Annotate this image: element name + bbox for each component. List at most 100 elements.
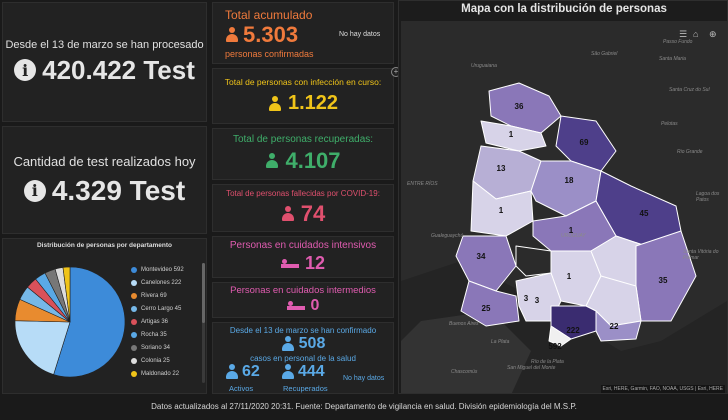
legend-swatch: [131, 344, 137, 351]
map-place-label: Río de la Plata: [531, 359, 564, 365]
accumulated-subtitle: personas confirmadas: [225, 49, 314, 59]
dept-count-label: 592: [548, 342, 562, 351]
map-place-label: Uruguaiana: [471, 63, 497, 69]
pie-title: Distribución de personas por departament…: [36, 242, 173, 249]
pie-slice[interactable]: [62, 266, 71, 323]
map-place-label: Santa Cruz do Sul: [669, 87, 710, 93]
legend-swatch: [131, 318, 137, 325]
legend-item[interactable]: Artigas 36: [131, 315, 199, 328]
health-staff-active-row: 62: [225, 363, 260, 381]
legend-item[interactable]: Rivera 69: [131, 289, 199, 302]
accumulated-value-row: 5.303: [225, 22, 298, 48]
footer: Datos actualizados al 27/11/2020 20:31. …: [0, 396, 728, 420]
legend-swatch: [131, 292, 137, 299]
map-view[interactable]: 36 1 69 13 18 45 1 1 34 1 3 35 25 3 222 22 592 Uruguaian…: [401, 21, 727, 394]
dept-count-label: 36: [515, 102, 524, 111]
map-place-label: San Miguel del Monte: [507, 365, 556, 371]
recovered-value-row: 4.107: [265, 148, 341, 174]
legend-item[interactable]: Cerro Largo 45: [131, 302, 199, 315]
dept-count-label: 1: [569, 226, 574, 235]
home-icon[interactable]: ⌂: [693, 29, 699, 39]
intermediate-panel: Personas en cuidados intermedios 0: [212, 282, 394, 318]
dept-maldonado: [595, 310, 642, 342]
legend-item[interactable]: Colonia 25: [131, 354, 199, 367]
active-title: Total de personas con infección en curso…: [224, 77, 382, 87]
person-icon: [265, 153, 279, 169]
health-staff-title: Desde el 13 de marzo se han confirmado: [229, 326, 377, 335]
map-place-label: Pelotas: [661, 121, 678, 127]
active-value-row: 1.122: [268, 92, 338, 115]
health-staff-panel: Desde el 13 de marzo se han confirmado 5…: [212, 322, 394, 394]
pie-slice[interactable]: [14, 320, 71, 375]
accumulated-nodata: No hay datos: [339, 31, 381, 38]
active-panel: Total de personas con infección en curso…: [212, 67, 401, 124]
tests-total-value: 420.422 Test: [42, 54, 195, 85]
health-staff-recovered-label: Recuperados: [283, 384, 328, 393]
dept-count-label: 3: [535, 296, 540, 305]
map-place-label: Passo Fundo: [663, 39, 693, 45]
accumulated-panel: Total acumulado 5.303 personas confirmad…: [212, 2, 394, 64]
dept-count-label: 222: [566, 326, 580, 335]
pie-chart[interactable]: [11, 263, 129, 381]
legend-item[interactable]: Maldonado 22: [131, 367, 199, 380]
map-attribution: Esri, HERE, Garmin, FAO, NOAA, USGS | Es…: [600, 385, 725, 393]
map-place-label: Santa Vitória do Palmar: [683, 249, 719, 261]
map-place-label: São Gabriel: [591, 51, 618, 57]
list-icon[interactable]: ☰: [679, 29, 688, 39]
map-place-label: Santa Maria: [659, 56, 686, 62]
tests-today-value: 4.329 Test: [51, 174, 186, 206]
dept-count-label: 69: [580, 138, 589, 147]
dept-flores: [515, 245, 552, 277]
intensive-value: 12: [304, 253, 326, 273]
person-icon: [281, 206, 295, 222]
dept-count-label: 34: [477, 252, 486, 261]
legend-item[interactable]: Montevideo 592: [131, 263, 199, 276]
legend-item[interactable]: Canelones 222: [131, 276, 199, 289]
intensive-title: Personas en cuidados intensivos: [229, 240, 377, 251]
accumulated-value: 5.303: [243, 22, 299, 47]
map-place-label: Chascomús: [451, 369, 478, 375]
map-panel: Mapa con la distribución de personas: [398, 0, 728, 394]
dept-count-label: 1: [509, 130, 514, 139]
dept-count-label: 35: [659, 276, 668, 285]
legend-label: Cerro Largo 45: [141, 305, 182, 312]
legend-label: Colonia 25: [141, 357, 170, 364]
health-staff-active-label: Activos: [229, 384, 254, 393]
info-icon: i: [14, 59, 37, 81]
legend-label: Maldonado 22: [141, 370, 180, 377]
map-place-label: Buenos Aires: [449, 321, 479, 327]
footer-text: Datos actualizados al 27/11/2020 20:31. …: [151, 402, 577, 411]
tests-total-label: Desde el 13 de marzo se han procesado: [5, 38, 204, 51]
health-staff-value-row: 508: [213, 335, 393, 353]
legend-scrollbar[interactable]: [202, 263, 205, 383]
zoom-in-icon[interactable]: ⊕: [709, 29, 717, 39]
recovered-value: 4.107: [285, 148, 341, 173]
dept-count-label: 1: [499, 206, 504, 215]
deceased-value: 74: [300, 201, 326, 226]
deceased-value-row: 74: [281, 201, 325, 227]
intermediate-title: Personas en cuidados intermedios: [230, 285, 376, 296]
dept-count-label: 18: [565, 176, 574, 185]
legend-swatch: [131, 305, 137, 312]
map-place-label: La Plata: [491, 339, 510, 345]
legend-label: Rocha 35: [141, 331, 167, 338]
intermediate-value-row: 0: [286, 297, 319, 315]
recovered-title: Total de personas recuperadas:: [232, 134, 374, 145]
map-place-label: Rio Grande: [677, 149, 703, 155]
dept-count-label: 45: [640, 209, 649, 218]
dept-count-label: 1: [567, 272, 572, 281]
pie-slice[interactable]: [53, 266, 126, 378]
person-icon: [225, 27, 239, 43]
accumulated-title: Total acumulado: [225, 8, 313, 22]
legend-label: Montevideo 592: [141, 266, 184, 273]
legend-item[interactable]: Rocha 35: [131, 328, 199, 341]
bed-icon: [280, 258, 299, 270]
dept-count-label: 13: [497, 164, 506, 173]
legend-item[interactable]: Soriano 34: [131, 341, 199, 354]
person-icon: [281, 336, 295, 352]
intensive-panel: Personas en cuidados intensivos 12: [212, 236, 394, 278]
dept-colonia: [460, 280, 520, 327]
dept-montevideo: [548, 325, 572, 347]
health-staff-recovered-row: 444: [281, 363, 325, 381]
